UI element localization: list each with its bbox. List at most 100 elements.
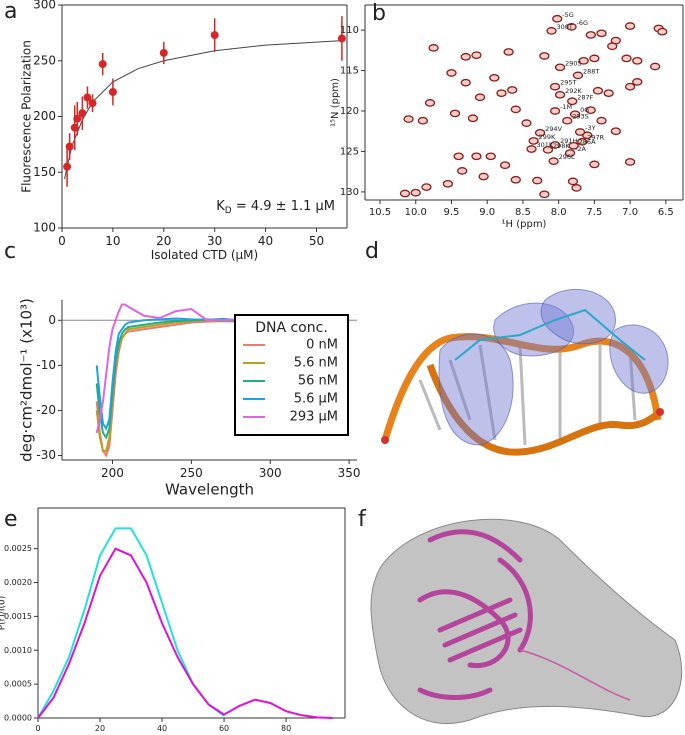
protein-tail [519, 649, 631, 701]
peak-label: 296L [559, 153, 575, 161]
peak [571, 184, 582, 192]
dna-end [656, 408, 664, 416]
peak [539, 52, 550, 60]
dna-strand [381, 333, 662, 442]
peak [596, 29, 607, 38]
data-point [73, 114, 82, 123]
y-axis-label: deg·cm²dmol⁻¹ (x10³) [17, 298, 35, 462]
labeled-peak [577, 137, 588, 146]
data-point [337, 34, 346, 43]
peak [424, 99, 436, 107]
x-tick-label: 20 [95, 724, 105, 733]
data-point [78, 109, 87, 118]
panel-label: a [4, 0, 17, 24]
legend-label: 293 μM [290, 410, 338, 425]
peak [474, 93, 486, 102]
peak [585, 106, 596, 115]
peak [478, 172, 489, 181]
x-tick-label: 80 [281, 724, 291, 733]
labeled-peak [568, 141, 579, 150]
labeled-peak [567, 97, 578, 106]
labeled-peak [528, 137, 539, 145]
panel-label: e [4, 507, 18, 532]
peak-label: 294V [545, 125, 562, 133]
y-tick-label: 115 [340, 66, 359, 77]
peak [578, 56, 589, 65]
peak [657, 27, 668, 36]
y-tick-label: 0.0015 [4, 612, 32, 621]
legend-label: 5.6 nM [294, 356, 338, 371]
y-axis-label: ¹⁵N (ppm) [330, 78, 341, 127]
x-tick-label: 20 [156, 234, 171, 248]
x-tick-label: 7.5 [586, 207, 602, 218]
panel-label: b [372, 1, 386, 26]
peak [596, 116, 607, 125]
y-axis-label: P(r)/I(0) [0, 596, 8, 631]
peak [399, 189, 411, 198]
structure-f [370, 518, 683, 725]
annotation-part: = 4.9 ± 1.1 μM [232, 199, 335, 214]
x-axis-label: Wavelength [165, 481, 254, 499]
peak-label: 293S [572, 113, 589, 121]
y-tick-label: 0.0025 [4, 544, 32, 553]
peak [539, 190, 550, 199]
legend-label: 56 nM [298, 374, 338, 389]
y-tick-label: 100 [33, 221, 56, 235]
x-tick-label: 0 [35, 724, 40, 733]
peak [457, 167, 468, 175]
series-line [37, 547, 333, 719]
y-tick-label: 0 [48, 313, 56, 327]
x-tick-label: 350 [338, 466, 361, 480]
peak [532, 176, 543, 185]
peak-label: 290S [565, 59, 582, 67]
x-tick-label: 60 [219, 724, 229, 733]
labeled-peak [569, 110, 581, 119]
labeled-peak [564, 149, 576, 157]
peak-label: -6G [577, 19, 589, 27]
peak [485, 152, 496, 161]
y-axis-label: Fluorescence Polarization [19, 40, 33, 193]
peak-label: 292K [565, 87, 582, 95]
annotation-part: D [225, 206, 232, 216]
labeled-peak [526, 145, 537, 153]
peak [446, 69, 457, 77]
x-tick-label: 8.0 [551, 207, 567, 218]
peak-label: 301K [537, 141, 554, 149]
dna-strand [426, 363, 663, 456]
peak [589, 54, 600, 63]
labeled-peak [572, 71, 584, 80]
annotation: KD = 4.9 ± 1.1 μM [216, 199, 335, 216]
peak-label: -2A [575, 145, 586, 153]
x-tick-label: 9.0 [479, 207, 495, 218]
data-point [65, 142, 74, 151]
peak [624, 82, 636, 91]
y-tick-label: 0.0010 [4, 646, 32, 655]
peak [624, 22, 636, 30]
x-tick-label: 9.5 [444, 207, 460, 218]
peak [632, 56, 643, 65]
peak-label: 299K [539, 133, 556, 141]
base-pairs [418, 344, 637, 446]
x-tick-label: 30 [207, 234, 222, 248]
x-axis-label: ¹H (ppm) [502, 219, 547, 230]
peak [471, 152, 482, 161]
y-tick-label: 0.0005 [4, 680, 32, 689]
peak [592, 86, 604, 95]
peak [467, 114, 479, 123]
peak [499, 161, 511, 170]
legend-box [234, 314, 349, 436]
peak [585, 31, 596, 39]
y-tick-label: 0.0000 [4, 714, 32, 723]
peak [428, 44, 439, 52]
data-point [159, 48, 168, 57]
labeled-peak [554, 63, 566, 72]
y-tick-label: -20 [36, 403, 56, 417]
y-tick-label: 150 [33, 165, 56, 179]
y-tick-label: 200 [33, 109, 56, 123]
x-tick-label: 6.5 [658, 207, 674, 218]
y-tick-label: 130 [340, 187, 359, 198]
y-tick-label: 250 [33, 53, 56, 67]
labeled-peak [548, 157, 559, 166]
peak [471, 51, 482, 60]
